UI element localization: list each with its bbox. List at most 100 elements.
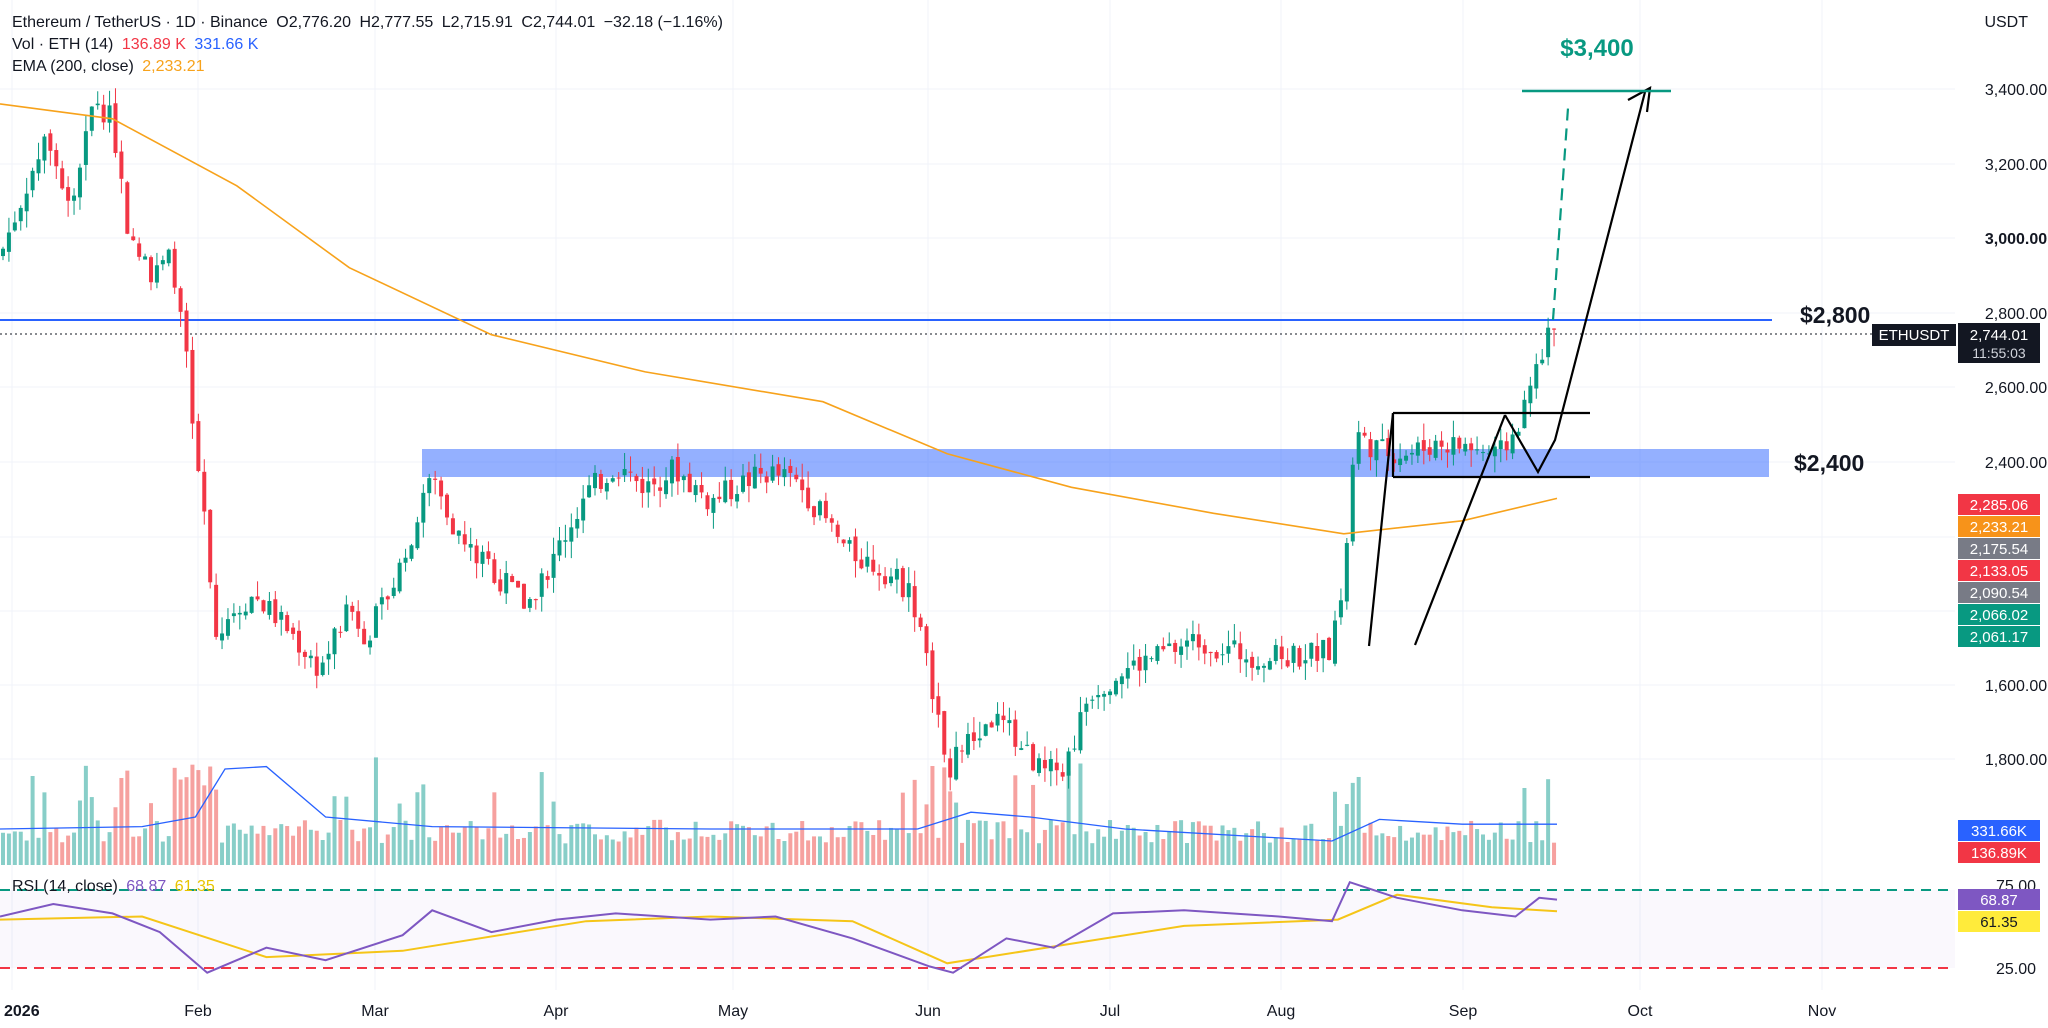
candles <box>1 88 1557 791</box>
volume-bar <box>468 821 473 865</box>
volume-bar <box>297 826 301 865</box>
volume-bar <box>735 824 740 865</box>
candle <box>539 568 544 612</box>
candle <box>166 248 171 267</box>
volume-bar <box>1137 835 1142 865</box>
candle <box>965 722 970 759</box>
volume-bar <box>604 835 609 865</box>
price-axis-tick: 2,800.00 <box>1985 306 2047 323</box>
volume-bar <box>1196 821 1201 865</box>
time-axis-tick: May <box>718 1003 748 1020</box>
candle <box>1143 644 1148 684</box>
volume-legend-value1: 136.89 K <box>121 36 186 53</box>
time-axis[interactable]: 2026 Feb Mar Apr May Jun Jul Aug Sep Oct Nov <box>4 1003 1836 1020</box>
volume-bar <box>1125 825 1130 865</box>
candle <box>95 91 100 110</box>
volume-bar <box>883 839 888 865</box>
candle <box>1007 707 1012 736</box>
candle <box>954 731 959 781</box>
volume-bar <box>225 825 230 865</box>
volume-bar <box>492 792 497 865</box>
volume-bar <box>658 819 663 865</box>
candle <box>279 605 284 636</box>
candle <box>208 508 213 589</box>
volume-bar <box>711 834 716 865</box>
candle <box>1208 651 1213 667</box>
price-tag-countdown: 11:55:03 <box>1972 345 2026 361</box>
volume-legend-value2: 331.66 K <box>194 36 259 53</box>
candle <box>344 595 349 632</box>
volume-bar <box>1214 840 1219 865</box>
candle <box>1297 645 1302 670</box>
volume-bar <box>1250 829 1255 865</box>
volume-bar <box>1238 840 1243 865</box>
candle <box>806 471 811 512</box>
candle <box>1350 457 1355 546</box>
volume-bar <box>1540 840 1545 865</box>
volume-bar <box>1108 820 1113 865</box>
volume-tags: 331.66K 136.89K <box>1958 820 2040 863</box>
volume-bar <box>314 830 319 865</box>
volume-bar <box>1486 839 1491 865</box>
candle <box>433 470 438 495</box>
volume-bar <box>12 831 17 865</box>
volume-bar <box>261 825 266 865</box>
volume-bar <box>1504 838 1509 865</box>
volume-bar <box>640 834 645 865</box>
candle <box>143 253 148 260</box>
candle <box>326 641 331 675</box>
candle <box>1481 444 1485 461</box>
volume-bar <box>172 767 177 865</box>
candle <box>373 603 378 638</box>
candle <box>1409 444 1414 465</box>
svg-text:2,061.17: 2,061.17 <box>1970 629 2028 646</box>
volume-bar <box>1131 827 1136 865</box>
ohlc-open: O2,776.20 <box>276 14 352 31</box>
resistance-label: $2,800 <box>1800 302 1870 328</box>
candle <box>853 528 858 578</box>
svg-text:2,285.06: 2,285.06 <box>1970 497 2028 514</box>
candle <box>593 465 597 496</box>
candle <box>918 613 923 631</box>
candle <box>1427 438 1432 462</box>
rsi-ma-line <box>0 893 1558 965</box>
volume-bar <box>1060 822 1065 865</box>
volume-bar <box>817 836 822 865</box>
volume-bar <box>841 836 846 865</box>
rsi-tag: 61.35 <box>1958 911 2040 932</box>
price-axis-tick: 3,000.00 <box>1985 231 2047 248</box>
volume-bar <box>1025 832 1030 865</box>
volume-bar <box>1066 771 1071 865</box>
candle <box>800 463 805 503</box>
candle <box>1451 420 1456 466</box>
candle <box>521 583 526 610</box>
candle <box>575 507 580 538</box>
volume-bar <box>758 836 763 865</box>
candle <box>1309 642 1314 667</box>
candle <box>42 133 47 174</box>
candle <box>214 573 219 640</box>
volume-bar <box>1078 763 1083 865</box>
candle <box>1433 434 1438 461</box>
candle <box>533 598 538 610</box>
volume-bar <box>1054 825 1059 865</box>
candle <box>1161 637 1166 652</box>
candle <box>669 456 674 497</box>
price-axis[interactable]: 3,400.00 3,200.00 3,000.00 2,800.00 2,600.00… <box>1985 82 2047 769</box>
svg-text:61.35: 61.35 <box>1980 914 2018 931</box>
candle <box>231 603 236 623</box>
volume-bar <box>699 836 704 865</box>
candle <box>1202 639 1207 665</box>
volume-bar <box>977 820 982 865</box>
candle <box>812 505 817 526</box>
volume-bar <box>569 825 574 865</box>
candle <box>1285 648 1290 668</box>
svg-text:68.87: 68.87 <box>1980 892 2018 909</box>
volume-bar <box>362 828 367 865</box>
volume-bar <box>1338 825 1343 865</box>
candle <box>1214 650 1219 663</box>
time-axis-tick: Feb <box>184 1003 212 1020</box>
volume-bar <box>1244 833 1249 865</box>
price-axis-tick: 1,600.00 <box>1985 678 2047 695</box>
